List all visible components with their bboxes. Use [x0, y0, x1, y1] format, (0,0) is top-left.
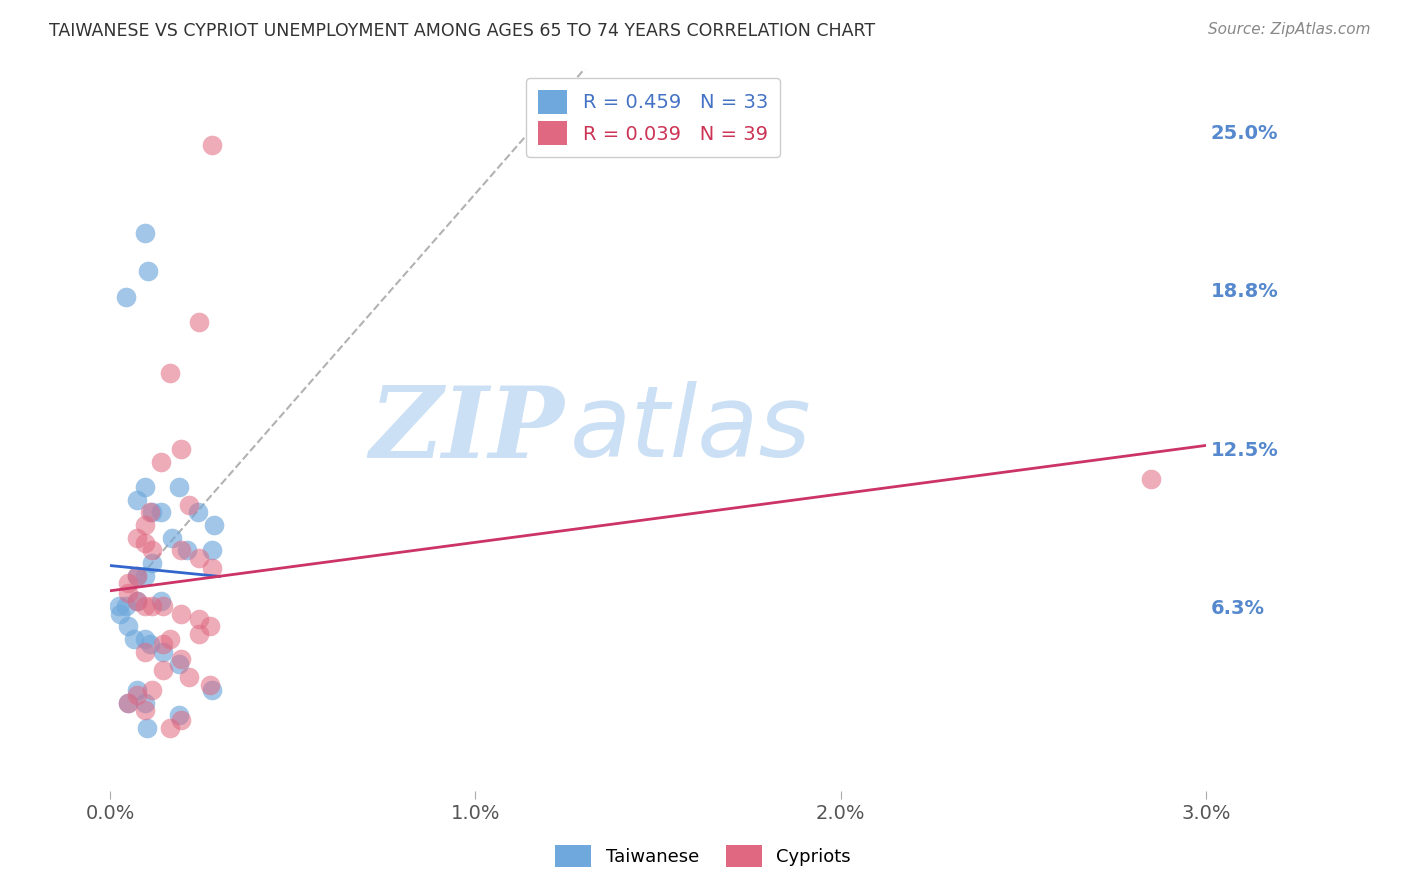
Point [134, 632, 156, 647]
Point [117, 586, 139, 600]
Point [159, 721, 181, 735]
Point [135, 721, 157, 735]
Point [201, 137, 224, 152]
Point [160, 531, 183, 545]
Text: ZIP: ZIP [370, 382, 565, 478]
Point [127, 531, 149, 545]
Point [152, 663, 174, 677]
Point [139, 637, 162, 651]
Point [141, 556, 163, 570]
Point [141, 505, 163, 519]
Point [201, 682, 224, 697]
Point [170, 607, 193, 621]
Legend: R = 0.459   N = 33, R = 0.039   N = 39: R = 0.459 N = 33, R = 0.039 N = 39 [526, 78, 780, 157]
Point [159, 632, 181, 647]
Point [170, 652, 193, 666]
Point [200, 678, 222, 692]
Point [108, 599, 131, 614]
Point [134, 599, 156, 614]
Point [152, 637, 174, 651]
Point [188, 315, 211, 329]
Point [117, 619, 139, 633]
Point [127, 594, 149, 608]
Point [141, 599, 163, 614]
Point [169, 708, 191, 723]
Point [187, 505, 209, 519]
Point [201, 543, 224, 558]
Point [202, 518, 225, 533]
Legend: Taiwanese, Cypriots: Taiwanese, Cypriots [548, 838, 858, 874]
Point [134, 568, 156, 582]
Point [127, 682, 149, 697]
Point [117, 576, 139, 591]
Point [127, 594, 149, 608]
Point [134, 703, 156, 717]
Point [134, 535, 156, 549]
Point [127, 492, 149, 507]
Point [117, 696, 139, 710]
Point [170, 713, 193, 727]
Point [150, 594, 173, 608]
Text: atlas: atlas [571, 382, 811, 478]
Point [110, 607, 132, 621]
Point [169, 480, 191, 494]
Point [169, 657, 191, 672]
Point [152, 645, 174, 659]
Point [134, 480, 156, 494]
Point [141, 543, 163, 558]
Text: Source: ZipAtlas.com: Source: ZipAtlas.com [1208, 22, 1371, 37]
Point [134, 696, 156, 710]
Point [159, 366, 181, 380]
Point [138, 264, 160, 278]
Point [127, 688, 149, 702]
Point [141, 682, 163, 697]
Point [134, 227, 156, 241]
Point [150, 454, 173, 468]
Point [122, 632, 145, 647]
Point [177, 498, 200, 512]
Point [176, 543, 198, 558]
Point [201, 561, 224, 575]
Point [115, 290, 138, 304]
Point [188, 551, 211, 566]
Point [134, 645, 156, 659]
Text: TAIWANESE VS CYPRIOT UNEMPLOYMENT AMONG AGES 65 TO 74 YEARS CORRELATION CHART: TAIWANESE VS CYPRIOT UNEMPLOYMENT AMONG … [49, 22, 876, 40]
Point [177, 670, 200, 684]
Point [139, 505, 162, 519]
Point [134, 518, 156, 533]
Point [152, 599, 174, 614]
Point [170, 543, 193, 558]
Point [127, 568, 149, 582]
Point [170, 442, 193, 456]
Point [117, 696, 139, 710]
Point [150, 505, 173, 519]
Point [200, 619, 222, 633]
Point [188, 627, 211, 641]
Point [115, 599, 138, 614]
Point [188, 612, 211, 626]
Point [127, 568, 149, 582]
Point [1140, 472, 1163, 486]
